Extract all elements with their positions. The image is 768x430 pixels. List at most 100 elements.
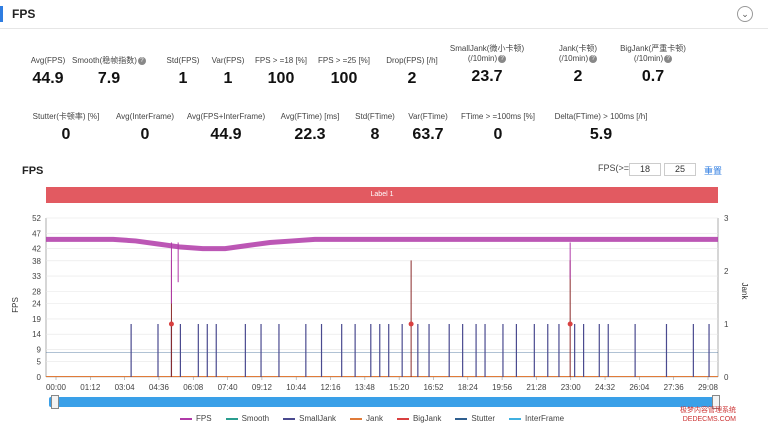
x-tick-label: 21:28 (526, 383, 547, 392)
help-icon[interactable]: ? (498, 54, 507, 63)
x-tick-label: 23:00 (561, 383, 582, 392)
legend-label: FPS (196, 414, 212, 423)
chevron-down-icon[interactable]: ⌄ (737, 6, 753, 22)
metric-label: FPS > =18 [%] (254, 56, 308, 65)
legend-item[interactable]: InterFrame (509, 414, 564, 423)
x-tick-label: 00:00 (46, 383, 67, 392)
x-tick-label: 27:36 (664, 383, 685, 392)
y-tick-label: 38 (32, 257, 41, 266)
reset-button[interactable]: 重置 (704, 166, 723, 176)
metric-1: Smooth(稳帧指数)? 7.9 (59, 56, 159, 88)
metric2-6: FTime > =100ms [%] 0 (443, 112, 553, 144)
fps-chart: 0 5 9 14 19 24 28 33 38 42 47 52 0 1 2 3 00:00 01:12 03:… (11, 214, 749, 392)
help-icon[interactable]: ? (137, 56, 146, 65)
slider-handle-left[interactable] (51, 395, 59, 409)
y-tick-label: 5 (37, 358, 42, 367)
y-tick-label: 0 (37, 373, 42, 382)
panel-title: FPS (12, 7, 36, 21)
metric-value: 100 (267, 70, 295, 87)
legend-swatch (509, 417, 521, 420)
panel-header: FPS ⌄ (0, 0, 768, 29)
watermark-line-1: 极梦内容管理系统 (680, 407, 736, 414)
y-tick-label: 33 (32, 272, 41, 281)
threshold-input-2[interactable]: 25 (664, 163, 696, 176)
y-tick-label: 42 (32, 245, 41, 254)
metric-label: SmallJank(微小卡顿) (/10min)? (449, 44, 525, 63)
legend-label: BigJank (412, 414, 442, 423)
metric-label: Smooth(稳帧指数)? (59, 56, 159, 66)
legend-item[interactable]: Jank (350, 414, 383, 423)
help-icon[interactable]: ? (589, 54, 598, 63)
legend-swatch (225, 417, 238, 420)
metric-value: 5.9 (589, 126, 613, 143)
metric-label: Avg(FPS+InterFrame) (186, 112, 266, 121)
x-tick-label: 13:48 (355, 383, 376, 392)
metric-value: 1 (178, 70, 188, 87)
metric-3: Var(FPS) 1 (178, 56, 278, 88)
metric-2: Std(FPS) 1 (133, 56, 233, 88)
legend-item[interactable]: BigJank (396, 414, 442, 423)
help-icon[interactable]: ? (664, 54, 673, 63)
x-tick-label: 04:36 (149, 383, 170, 392)
metric-5: FPS > =25 [%] 100 (294, 56, 394, 88)
threshold-input-1[interactable]: 18 (629, 163, 661, 176)
time-range-slider[interactable] (49, 397, 717, 407)
x-tick-label: 09:12 (252, 383, 273, 392)
legend-label: InterFrame (525, 414, 565, 423)
metric-value: 0 (140, 126, 150, 143)
x-tick-label: 03:04 (115, 383, 136, 392)
watermark-line-2: DEDECMS.COM (682, 416, 736, 423)
fps-threshold-label: FPS(>=) (598, 163, 633, 173)
metric-label: Avg(InterFrame) (115, 112, 175, 121)
legend-item[interactable]: SmallJank (283, 414, 336, 423)
x-tick-label: 12:16 (321, 383, 342, 392)
metric-value: 2 (573, 68, 583, 85)
metric-value: 23.7 (471, 68, 503, 85)
y2-tick-label: 0 (724, 373, 729, 382)
x-tick-label: 16:52 (423, 383, 444, 392)
metric-value: 44.9 (210, 126, 242, 143)
x-tick-label: 15:20 (389, 383, 410, 392)
x-tick-label: 24:32 (595, 383, 616, 392)
y-tick-label: 9 (37, 345, 42, 354)
legend-swatch (180, 417, 192, 420)
bigjank-marker (567, 321, 573, 327)
label-band[interactable]: Label 1 (46, 187, 718, 203)
y-tick-label: 47 (32, 229, 41, 238)
metric-label: Var(FPS) (211, 56, 245, 65)
legend-swatch (283, 417, 296, 420)
metric2-1: Avg(InterFrame) 0 (90, 112, 200, 144)
metric2-0: Stutter(卡顿率) [%] 0 (11, 112, 121, 144)
y-tick-label: 28 (32, 287, 41, 296)
metric-label: FPS > =25 [%] (317, 56, 371, 65)
legend-item[interactable]: Stutter (455, 414, 495, 423)
metric2-7: Delta(FTime) > 100ms [/h] 5.9 (546, 112, 656, 144)
legend-item[interactable]: Smooth (225, 414, 270, 423)
legend-label: Smooth (241, 414, 270, 423)
bigjank-marker (408, 321, 414, 327)
metric-value: 63.7 (412, 126, 444, 143)
metric-label: BigJank(严重卡顿) (/10min)? (620, 44, 686, 63)
bigjank-marker (168, 321, 174, 327)
metric2-4: Std(FTime) 8 (320, 112, 430, 144)
x-tick-label: 26:04 (629, 383, 650, 392)
legend-swatch (350, 417, 363, 420)
y-tick-label: 14 (32, 330, 41, 339)
x-tick-label: 29:08 (698, 383, 719, 392)
metric2-2: Avg(FPS+InterFrame) 44.9 (171, 112, 281, 144)
x-tick-label: 07:40 (218, 383, 239, 392)
metric-value: 7.9 (97, 70, 121, 87)
metric-value: 22.3 (294, 126, 326, 143)
metric-label: Avg(FTime) [ms] (280, 112, 340, 121)
chart-legend: FPS Smooth SmallJank Jank BigJank Stutter Inte… (180, 414, 578, 423)
metric-label: Drop(FPS) [/h] (386, 56, 438, 65)
metric-label: Delta(FTime) > 100ms [/h] (554, 112, 648, 121)
metric-label: Jank(卡顿) (/10min)? (558, 44, 598, 63)
legend-swatch (396, 417, 409, 420)
metric-7: SmallJank(微小卡顿) (/10min)? 23.7 (437, 44, 537, 86)
metric-label: Std(FTime) (355, 112, 395, 121)
legend-item[interactable]: FPS (180, 414, 212, 423)
legend-label: Stutter (471, 414, 495, 423)
chart-title: FPS (22, 165, 44, 177)
slider-handle-right[interactable] (712, 395, 720, 409)
